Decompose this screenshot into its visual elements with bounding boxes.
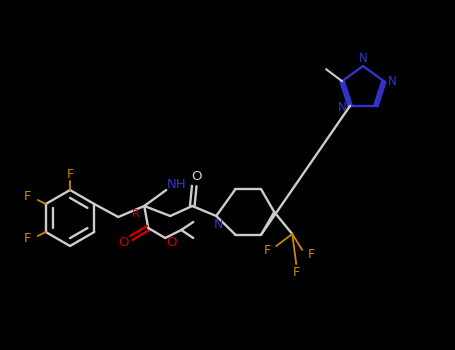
Text: R: R [132, 209, 140, 219]
Text: F: F [24, 232, 31, 245]
Text: O: O [191, 170, 202, 183]
Text: O: O [118, 236, 128, 248]
Text: O: O [166, 236, 177, 248]
Text: F: F [308, 247, 315, 260]
Text: N: N [213, 217, 223, 231]
Text: F: F [293, 266, 300, 280]
Text: N: N [338, 101, 346, 114]
Text: N: N [388, 75, 396, 88]
Text: F: F [264, 244, 271, 257]
Text: N: N [359, 51, 367, 64]
Text: F: F [24, 190, 31, 203]
Text: F: F [66, 168, 74, 181]
Text: NH: NH [167, 178, 186, 191]
